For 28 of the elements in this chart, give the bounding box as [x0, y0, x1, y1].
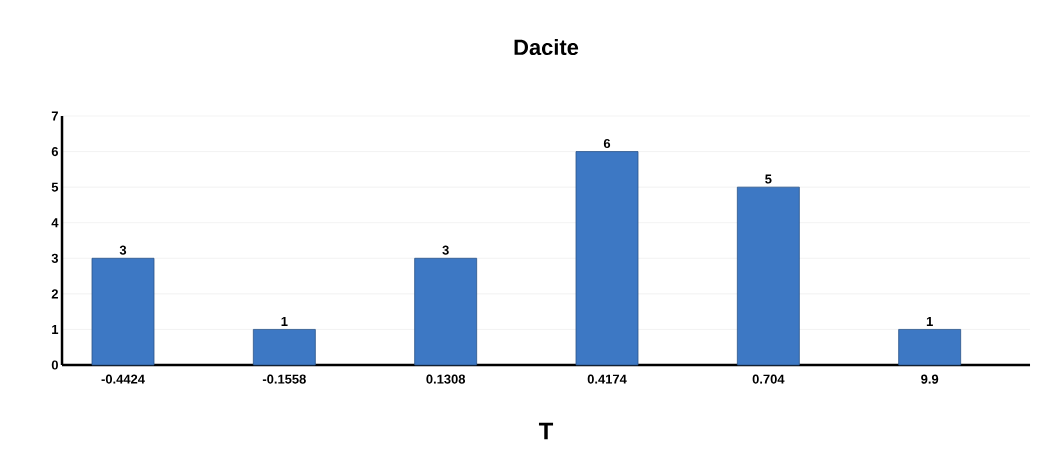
data-label: 3	[442, 245, 449, 255]
bar	[575, 151, 639, 366]
y-tick-label: 0	[51, 360, 58, 370]
y-tick-label: 3	[51, 253, 59, 263]
bar	[414, 257, 478, 366]
x-tick-label: -0.1558	[262, 374, 306, 384]
y-tick-label: 6	[51, 146, 59, 157]
data-label: 1	[926, 317, 933, 326]
y-tick-label: 7	[51, 111, 58, 121]
x-tick-label: 9.9	[921, 374, 939, 384]
bar	[252, 329, 316, 366]
x-tick-label: 0.704	[752, 374, 785, 384]
y-tick-label: 2	[51, 289, 58, 299]
data-label: 6	[603, 138, 611, 149]
bar	[91, 257, 155, 366]
x-axis-title: T	[538, 422, 554, 440]
y-tick-label: 5	[51, 182, 59, 192]
y-tick-label: 4	[51, 218, 59, 228]
data-label: 5	[765, 174, 772, 184]
bar	[736, 186, 800, 366]
chart-title: Dacite	[514, 38, 579, 56]
y-tick-label: 1	[52, 324, 59, 334]
data-label: 1	[281, 317, 288, 326]
x-tick-label: 0.1308	[426, 374, 466, 384]
bar	[898, 329, 962, 366]
x-tick-label: -0.4424	[101, 374, 145, 384]
x-tick-label: 0.4174	[587, 374, 627, 384]
data-label: 3	[119, 245, 127, 255]
